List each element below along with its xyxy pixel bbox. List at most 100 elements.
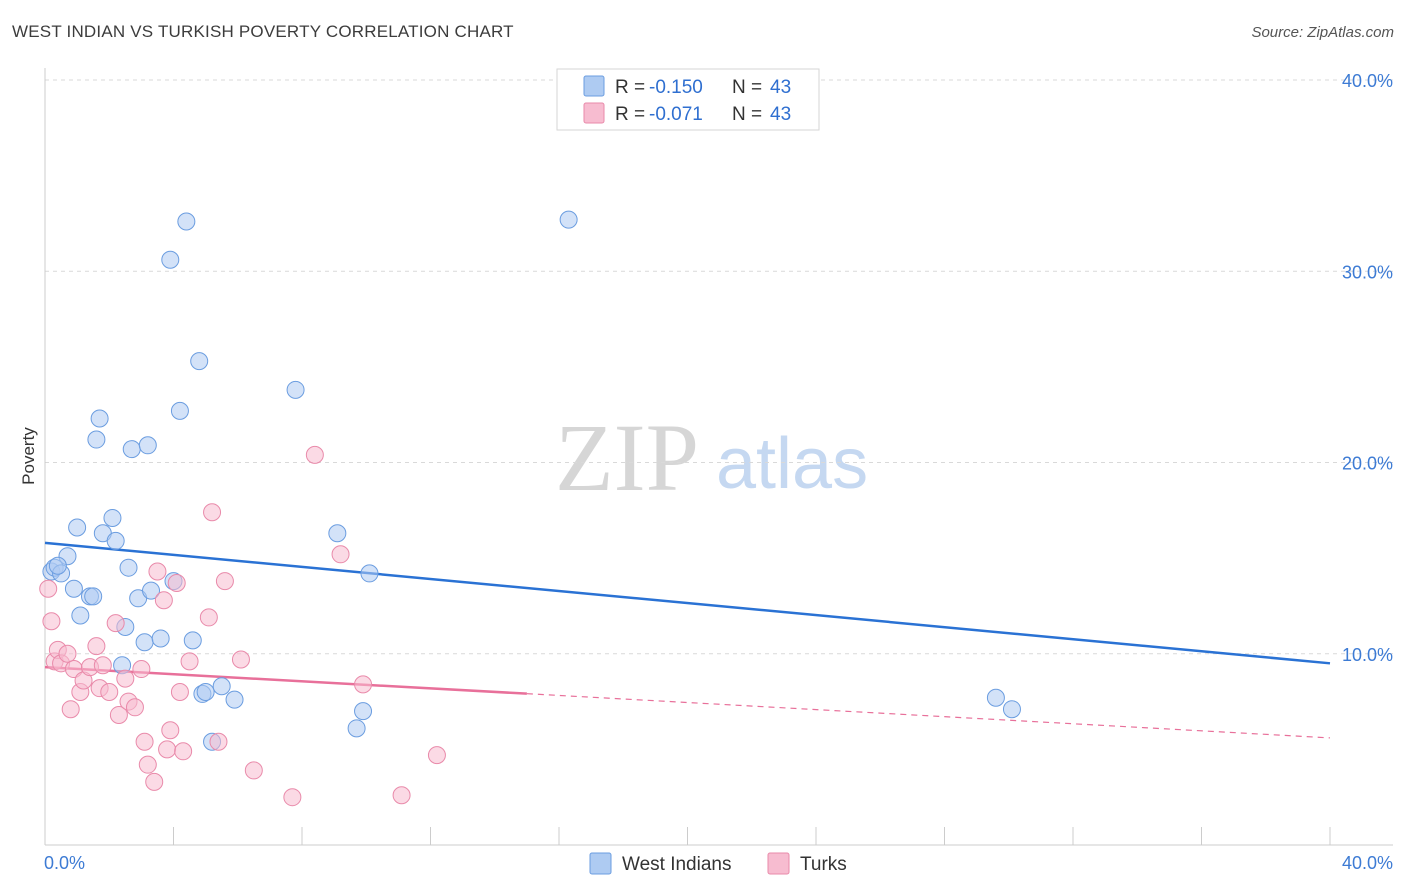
- point-turks: [42, 612, 61, 631]
- legend-swatch-turks: [767, 852, 790, 875]
- point-west-indians: [196, 683, 215, 701]
- point-turks: [58, 644, 77, 663]
- point-west-indians: [90, 409, 109, 428]
- point-west-indians: [106, 531, 125, 550]
- point-turks: [174, 742, 193, 761]
- x-tick-label-min: 0.0%: [44, 853, 85, 873]
- point-west-indians: [1002, 700, 1021, 719]
- point-west-indians: [286, 380, 305, 399]
- point-turks: [154, 591, 173, 610]
- point-turks: [180, 652, 199, 671]
- legend-swatch-west-indians: [589, 852, 612, 875]
- point-west-indians: [225, 690, 244, 709]
- legend-swatch-pink: [583, 102, 605, 124]
- legend-label-turks: Turks: [800, 854, 847, 875]
- point-west-indians: [177, 212, 196, 231]
- point-turks: [331, 545, 350, 564]
- point-turks: [231, 650, 250, 669]
- legend-n-value-1: 43: [770, 77, 791, 98]
- watermark: ZIP atlas: [555, 404, 868, 511]
- watermark-zip: ZIP: [555, 404, 699, 511]
- point-turks: [283, 788, 302, 807]
- legend-n-label-2: N =: [732, 104, 762, 125]
- point-west-indians: [119, 558, 138, 577]
- point-west-indians: [71, 606, 90, 625]
- point-turks: [39, 579, 58, 598]
- watermark-atlas: atlas: [716, 424, 868, 504]
- point-turks: [209, 732, 228, 751]
- point-turks: [87, 637, 106, 656]
- grid-lines: [45, 79, 1393, 655]
- point-west-indians: [559, 210, 578, 229]
- point-turks: [161, 721, 180, 740]
- point-turks: [244, 761, 263, 780]
- point-west-indians: [212, 677, 231, 696]
- point-turks: [427, 746, 446, 765]
- point-turks: [100, 683, 119, 701]
- point-west-indians: [360, 564, 379, 583]
- point-west-indians: [103, 508, 122, 527]
- point-west-indians: [142, 581, 161, 600]
- point-turks: [170, 683, 189, 701]
- x-tick-label-max: 40.0%: [1342, 853, 1393, 873]
- source-credit: Source: ZipAtlas.com: [1251, 24, 1394, 41]
- point-turks: [61, 700, 80, 719]
- point-west-indians: [347, 719, 366, 738]
- point-turks: [203, 503, 222, 522]
- chart-title: WEST INDIAN VS TURKISH POVERTY CORRELATI…: [12, 22, 514, 41]
- legend-n-value-2: 43: [770, 104, 791, 125]
- point-west-indians: [151, 629, 170, 648]
- point-west-indians: [48, 556, 67, 575]
- point-turks: [148, 562, 167, 581]
- legend-n-label-1: N =: [732, 77, 762, 98]
- point-turks: [125, 698, 144, 717]
- point-turks: [106, 614, 125, 633]
- point-turks: [354, 675, 373, 694]
- x-tick-marks: [44, 827, 1331, 845]
- y-tick-label: 30.0%: [1342, 262, 1393, 282]
- y-axis-label: Poverty: [19, 427, 38, 485]
- point-west-indians: [354, 702, 373, 721]
- point-west-indians: [87, 430, 106, 449]
- point-turks: [109, 705, 128, 724]
- point-turks: [138, 755, 157, 774]
- point-west-indians: [138, 436, 157, 455]
- point-turks: [215, 572, 234, 591]
- point-west-indians: [135, 633, 154, 652]
- legend-r-label-1: R =: [615, 77, 645, 98]
- legend-label-west-indians: West Indians: [622, 854, 731, 875]
- series-legend: West Indians Turks: [589, 852, 847, 875]
- stats-legend: R = -0.150 N = 43 R = -0.071 N = 43: [556, 68, 820, 131]
- point-turks: [167, 573, 186, 592]
- point-turks: [93, 656, 112, 675]
- trend-lines: [44, 541, 1331, 739]
- point-west-indians: [328, 524, 347, 543]
- point-turks: [116, 669, 135, 688]
- point-west-indians: [68, 518, 87, 537]
- y-tick-label: 40.0%: [1342, 71, 1393, 91]
- point-turks: [145, 772, 164, 791]
- trend-line-extension-turks: [526, 693, 1331, 739]
- trend-line-west-indians: [44, 541, 1331, 665]
- point-west-indians: [183, 631, 202, 650]
- point-turks: [305, 445, 324, 464]
- legend-r-value-1: -0.150: [649, 77, 703, 98]
- y-tick-labels: 10.0% 20.0% 30.0% 40.0%: [1342, 71, 1393, 665]
- point-turks: [158, 740, 177, 759]
- legend-swatch-blue: [583, 75, 605, 97]
- y-tick-label: 20.0%: [1342, 454, 1393, 474]
- point-west-indians: [986, 688, 1005, 707]
- point-west-indians: [64, 579, 83, 598]
- legend-r-value-2: -0.071: [649, 104, 703, 125]
- y-tick-label: 10.0%: [1342, 645, 1393, 665]
- point-west-indians: [190, 352, 209, 371]
- point-turks: [199, 608, 218, 627]
- point-west-indians: [170, 401, 189, 420]
- point-west-indians: [122, 440, 141, 459]
- legend-r-label-2: R =: [615, 104, 645, 125]
- axes: [44, 68, 1393, 846]
- point-turks: [135, 732, 154, 751]
- data-points: [39, 210, 1021, 807]
- point-turks: [392, 786, 411, 805]
